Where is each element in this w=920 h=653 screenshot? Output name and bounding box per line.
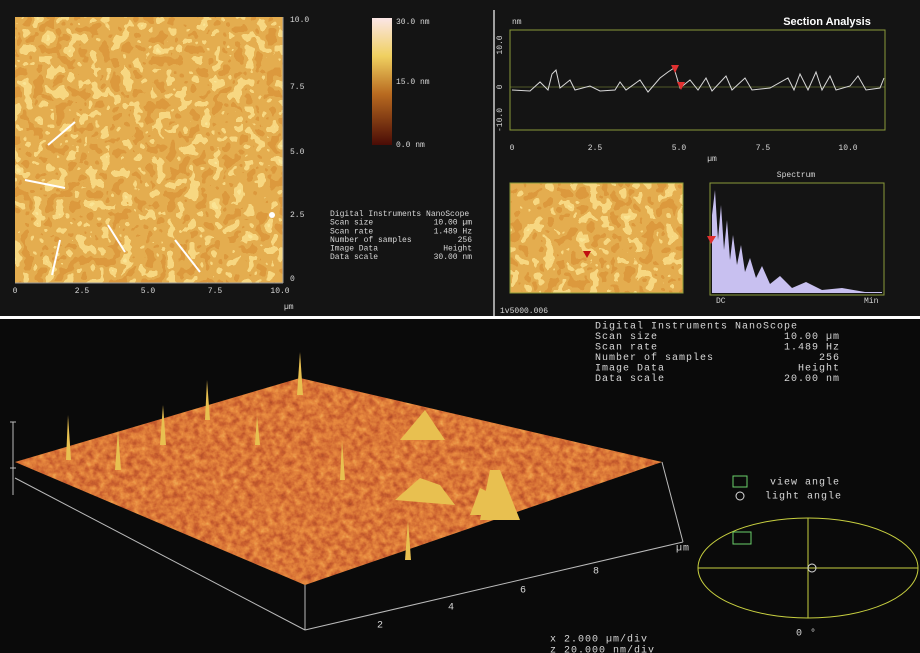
info-value: Height [798, 363, 840, 375]
image-spot [269, 212, 275, 218]
y-tick-label: 2.5 [290, 211, 305, 220]
file-name: 1v5000.006 [500, 307, 548, 316]
section-thumbnail [510, 183, 683, 293]
info-title: Digital Instruments NanoScope [595, 321, 798, 333]
y-tick-label: 0 [496, 84, 505, 89]
axis-tick-label: 6 [520, 586, 527, 597]
screen: 10.0 7.5 5.0 2.5 0 0 2.5 5.0 7.5 10.0 µm… [0, 0, 920, 653]
light-angle-label: light angle [765, 491, 842, 503]
axis-tick-label: 4 [448, 603, 455, 614]
info-value: 1.489 Hz [784, 343, 840, 354]
x-tick-label: 10.0 [838, 144, 857, 153]
info-key: Data scale [595, 373, 665, 385]
info-key: Scan rate [595, 343, 658, 354]
y-tick-label: 10.0 [290, 16, 309, 25]
afm-image [15, 17, 283, 283]
info-key: Number of samples [595, 352, 714, 364]
info-value: 256 [819, 353, 840, 364]
x-tick-label: 0 [13, 287, 18, 296]
x-tick-label: 7.5 [208, 287, 223, 296]
x-unit: µm [284, 303, 294, 312]
spectrum-title: Spectrum [777, 171, 816, 180]
y-tick-label: 7.5 [290, 83, 305, 92]
color-bar-label: 30.0 nm [396, 18, 430, 27]
spectrum-left: DC [716, 297, 726, 306]
x-tick-label: 2.5 [75, 287, 90, 296]
x-unit: µm [707, 155, 717, 164]
angle-value: 0 ° [796, 628, 817, 640]
y-tick-label: 5.0 [290, 148, 305, 157]
x-tick-label: 0 [510, 144, 515, 153]
info-key: Image Data [595, 364, 665, 375]
info-value: 20.00 nm [784, 374, 840, 385]
x-tick-label: 7.5 [756, 144, 771, 153]
info-key: Data scale [330, 253, 378, 262]
axis-tick-label: 2 [377, 621, 384, 632]
y-tick-label: 10.0 [496, 35, 505, 54]
x-tick-label: 10.0 [270, 287, 289, 296]
view-angle-label: view angle [770, 477, 840, 489]
color-bar [372, 18, 392, 145]
y-tick-label: -10.0 [496, 108, 505, 132]
x-tick-label: 5.0 [672, 144, 687, 153]
spectrum-right: Min [864, 297, 879, 306]
x-tick-label: 2.5 [588, 144, 603, 153]
x-scale: x 2.000 µm/div [550, 634, 648, 646]
y-tick-label: 0 [290, 275, 295, 284]
x-tick-label: 5.0 [141, 287, 156, 296]
color-bar-label: 15.0 nm [396, 78, 430, 87]
y-unit: nm [512, 18, 522, 27]
z-scale: z 20.000 nm/div [550, 645, 655, 653]
info-key: Scan size [595, 331, 658, 343]
info-value: 10.00 µm [784, 332, 840, 343]
section-title: Section Analysis [783, 16, 871, 28]
info-value: 30.00 nm [434, 253, 473, 262]
axis-tick-label: 8 [593, 567, 600, 578]
color-bar-label: 0.0 nm [396, 141, 425, 150]
axis-unit: µm [676, 544, 690, 555]
